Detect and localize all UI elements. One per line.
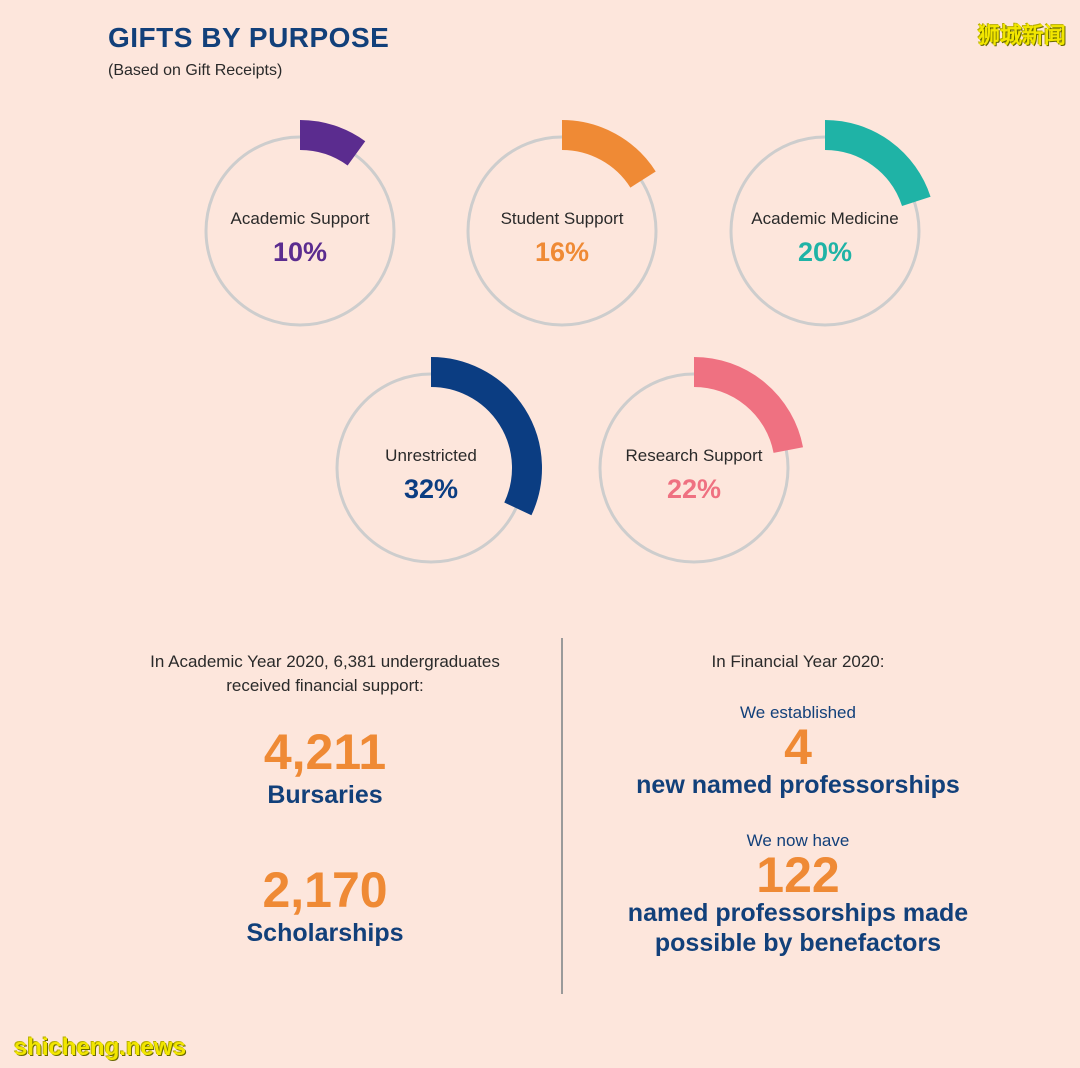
total-professorships-count: 122 [756, 847, 840, 903]
watermark-top-right: 狮城新闻 [977, 23, 1066, 48]
unrestricted-label: Unrestricted [385, 446, 477, 465]
academic-medicine-percent: 20% [798, 237, 852, 267]
academic-support-percent: 10% [273, 237, 327, 267]
new-professorships-label: new named professorships [636, 771, 960, 799]
page-title: GIFTS BY PURPOSE [108, 22, 390, 53]
established-pre-text: We established [740, 703, 856, 722]
column-divider [561, 638, 563, 994]
new-professorships-count: 4 [784, 719, 812, 775]
scholarships-label: Scholarships [246, 919, 404, 947]
left-intro-text: In Academic Year 2020, 6,381 undergradua… [150, 652, 500, 695]
research-support-percent: 22% [667, 474, 721, 504]
watermark-bottom-left: shicheng.news [14, 1034, 187, 1061]
left-panel: In Academic Year 2020, 6,381 undergradua… [90, 650, 560, 948]
student-support-percent: 16% [535, 237, 589, 267]
bursaries-count: 4,211 [263, 724, 387, 780]
unrestricted-donut-arc [430, 357, 542, 516]
academic-medicine-donut-arc [824, 120, 931, 207]
now-have-pre-text: We now have [746, 831, 850, 850]
right-intro-text: In Financial Year 2020: [711, 652, 885, 671]
academic-support-label: Academic Support [231, 209, 370, 228]
research-support-donut-arc [693, 357, 804, 454]
unrestricted-percent: 32% [404, 474, 458, 504]
bursaries-label: Bursaries [267, 781, 383, 809]
right-panel: In Financial Year 2020: We established 4… [563, 650, 1033, 958]
student-support-label: Student Support [501, 209, 624, 228]
total-professorships-label: named professorships made possible by be… [627, 899, 969, 957]
student-support-donut-arc [561, 120, 656, 189]
research-support-label: Research Support [625, 446, 762, 465]
academic-support-donut-track [204, 135, 396, 327]
gifts-donut-charts: Academic Support 10% Student Support 16% Aca… [204, 120, 931, 564]
academic-medicine-label: Academic Medicine [751, 209, 898, 228]
academic-support-donut-arc [299, 120, 366, 166]
scholarships-count: 2,170 [262, 862, 388, 918]
page-subtitle: (Based on Gift Receipts) [108, 62, 283, 79]
